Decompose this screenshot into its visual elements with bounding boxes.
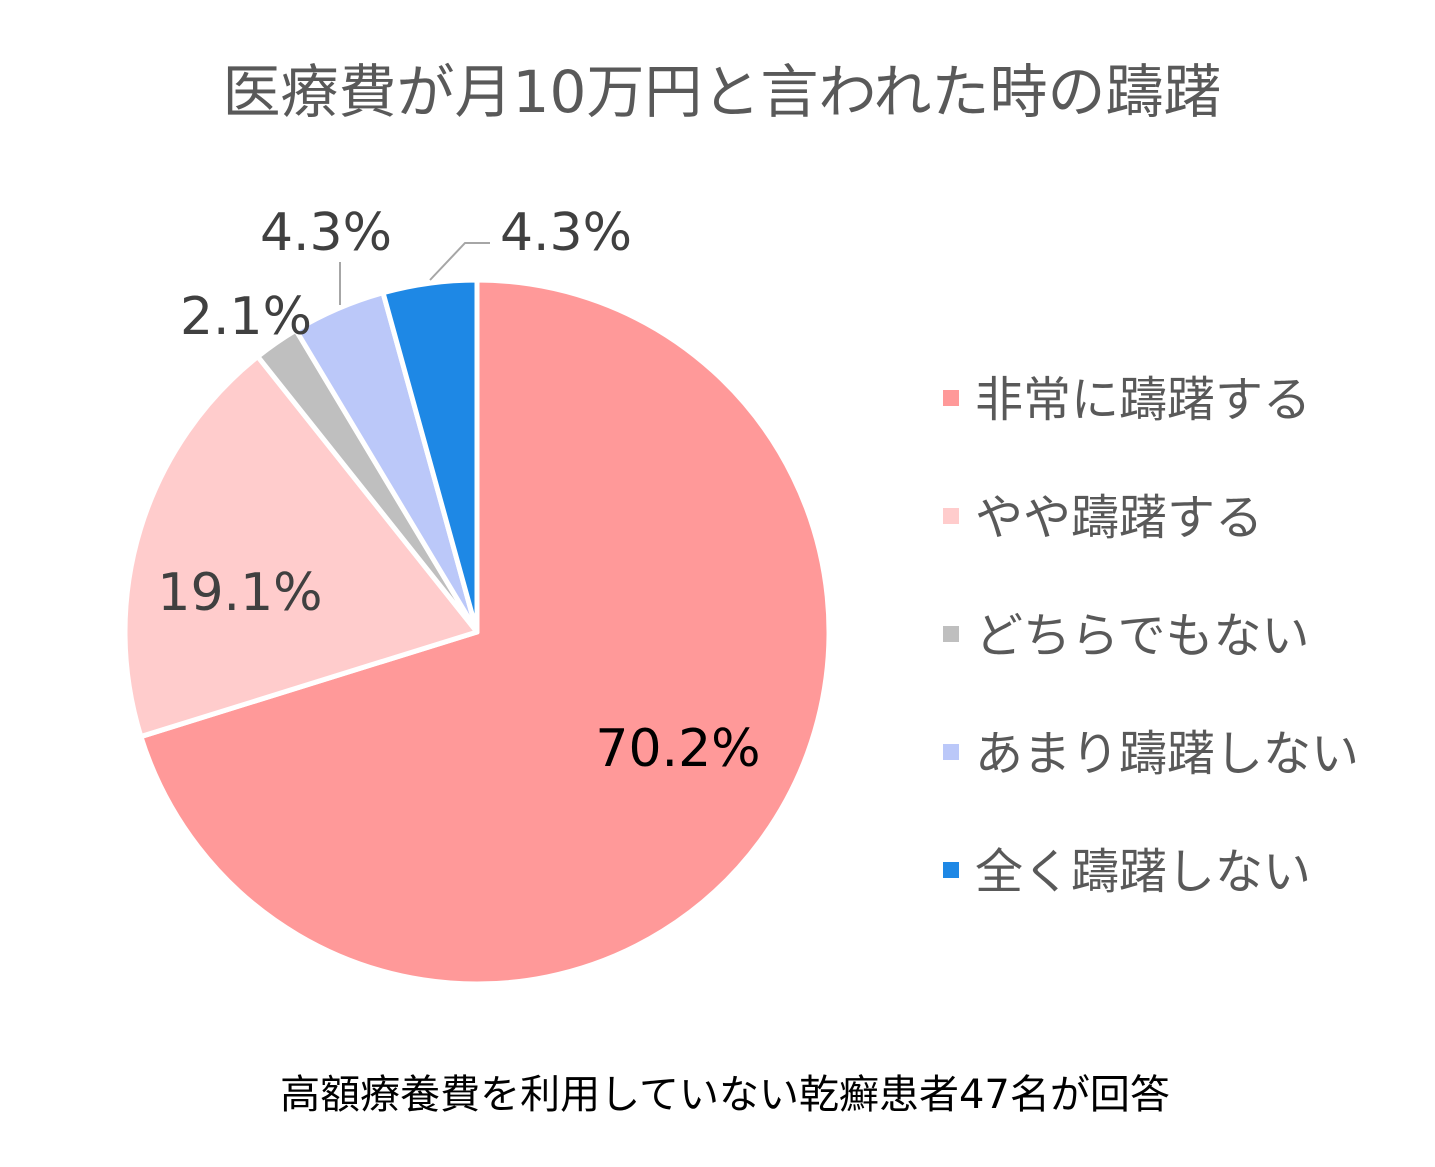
pie-slice-hijouni xyxy=(138,277,832,987)
data-label-hijouni: 70.2% xyxy=(595,719,760,779)
legend-label: 非常に躊躇する xyxy=(975,372,1311,428)
legend-item-mattaku: 全く躊躇しない xyxy=(943,844,1311,900)
legend-label: 全く躊躇しない xyxy=(975,844,1311,900)
legend-item-dochiramo: どちらでもない xyxy=(943,608,1310,664)
leader-lines xyxy=(339,242,490,305)
legend-item-yaya: やや躊躇する xyxy=(943,490,1263,546)
pie-slice-yaya xyxy=(122,354,480,740)
legend-swatch xyxy=(943,508,959,524)
legend-label: やや躊躇する xyxy=(975,490,1263,546)
data-label-amari: 4.3% xyxy=(260,203,392,263)
legend-label: どちらでもない xyxy=(975,608,1310,664)
legend-swatch xyxy=(943,626,959,642)
leader-line-mattaku xyxy=(429,242,490,281)
footnote: 高額療養費を利用していない乾癬患者47名が回答 xyxy=(280,1072,1170,1118)
legend-label: あまり躊躇しない xyxy=(975,726,1359,782)
data-label-yaya: 19.1% xyxy=(157,563,322,623)
data-label-mattaku: 4.3% xyxy=(500,203,632,263)
legend-swatch xyxy=(943,390,959,406)
chart-title: 医療費が月10万円と言われた時の躊躇 xyxy=(223,58,1222,126)
legend-swatch xyxy=(943,862,959,878)
legend-item-amari: あまり躊躇しない xyxy=(943,726,1359,782)
pie-slices xyxy=(122,277,832,987)
data-label-dochiramo: 2.1% xyxy=(180,287,312,347)
pie-slice-mattaku xyxy=(380,277,480,635)
legend-swatch xyxy=(943,744,959,760)
legend-item-hijouni: 非常に躊躇する xyxy=(943,372,1311,428)
legend: 非常に躊躇する やや躊躇する どちらでもない あまり躊躇しない 全く躊躇しない xyxy=(943,372,1359,900)
